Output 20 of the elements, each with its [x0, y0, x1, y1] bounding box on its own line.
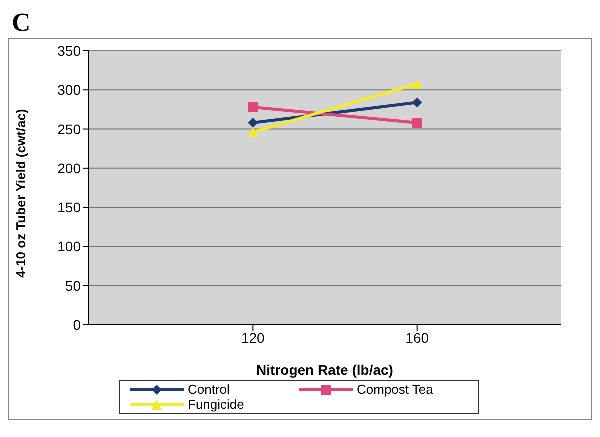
legend-label: Compost Tea: [357, 382, 434, 397]
point: [248, 102, 258, 112]
y-tick-label: 0: [73, 316, 82, 333]
y-tick-label: 250: [58, 121, 82, 138]
point: [248, 118, 258, 128]
y-axis-title: 4-10 oz Tuber Yield (cwt/ac): [14, 109, 29, 278]
y-tick-label: 300: [58, 82, 82, 98]
y-tick-label: 50: [65, 278, 82, 294]
legend-label: Control: [188, 382, 230, 397]
x-axis-title: Nitrogen Rate (lb/ac): [256, 362, 394, 378]
x-tick-label: 160: [406, 330, 430, 346]
y-tick-label: 100: [58, 238, 82, 255]
chart-title: C: [12, 8, 32, 38]
y-tick-label: 350: [58, 42, 82, 59]
point: [412, 98, 422, 108]
legend-label: Fungicide: [188, 397, 244, 412]
y-tick-label: 150: [58, 200, 82, 216]
point: [412, 118, 422, 128]
x-tick-label: 120: [241, 330, 266, 346]
y-tick-label: 200: [58, 160, 82, 176]
